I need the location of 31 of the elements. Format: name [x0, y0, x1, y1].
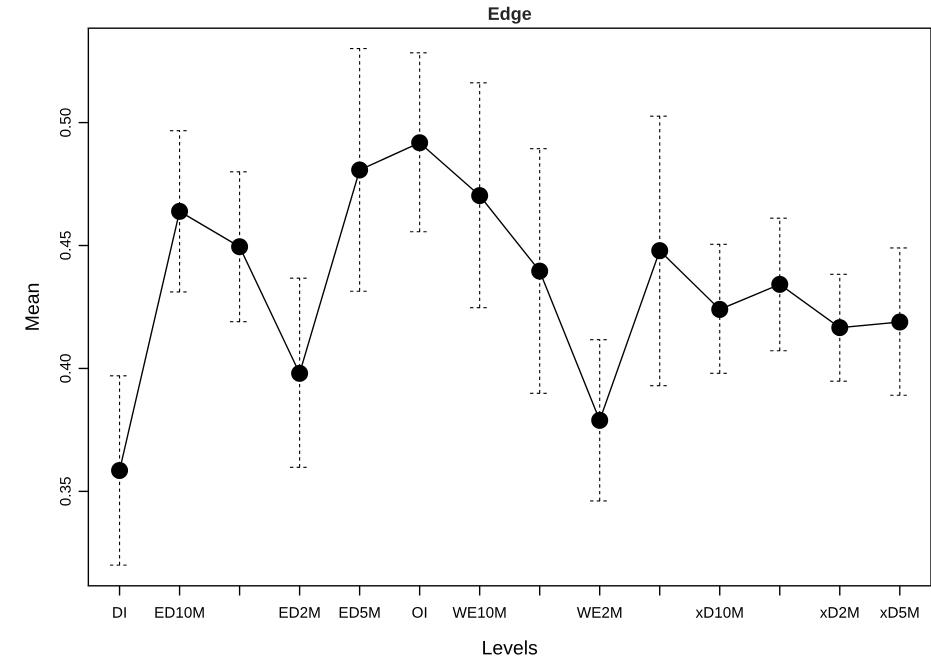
- x-tick-label: ED5M: [340, 607, 380, 618]
- point: [651, 242, 668, 260]
- point: [411, 134, 428, 152]
- x-axis-title: Levels: [483, 640, 538, 655]
- point: [111, 462, 128, 479]
- point: [891, 313, 908, 330]
- x-tick-label: WE2M: [576, 607, 622, 618]
- x-tick-label: xD5M: [880, 607, 918, 618]
- x-tick-label: DI: [113, 607, 126, 618]
- x-tick-label: xD10M: [696, 607, 743, 618]
- point: [831, 319, 848, 336]
- x-tick-label: OI: [412, 607, 426, 618]
- point: [171, 202, 188, 220]
- chart-title: Edge: [488, 6, 532, 24]
- point: [291, 364, 308, 382]
- point: [351, 162, 368, 179]
- point: [591, 412, 608, 429]
- y-tick-label: 0.40: [60, 354, 71, 383]
- y-tick-label: 0.35: [60, 477, 71, 506]
- x-tick-label: WE10M: [452, 607, 506, 618]
- x-tick-label: ED10M: [155, 607, 204, 618]
- x-tick-label: xD2M: [820, 607, 858, 618]
- y-axis-title: Mean: [25, 284, 40, 330]
- point: [711, 300, 728, 318]
- y-tick-label: 0.50: [60, 108, 71, 137]
- point: [531, 262, 548, 280]
- x-tick-label: ED2M: [280, 607, 320, 618]
- point: [231, 238, 248, 256]
- y-tick-label: 0.45: [60, 231, 71, 260]
- point: [771, 276, 788, 293]
- point: [471, 187, 488, 204]
